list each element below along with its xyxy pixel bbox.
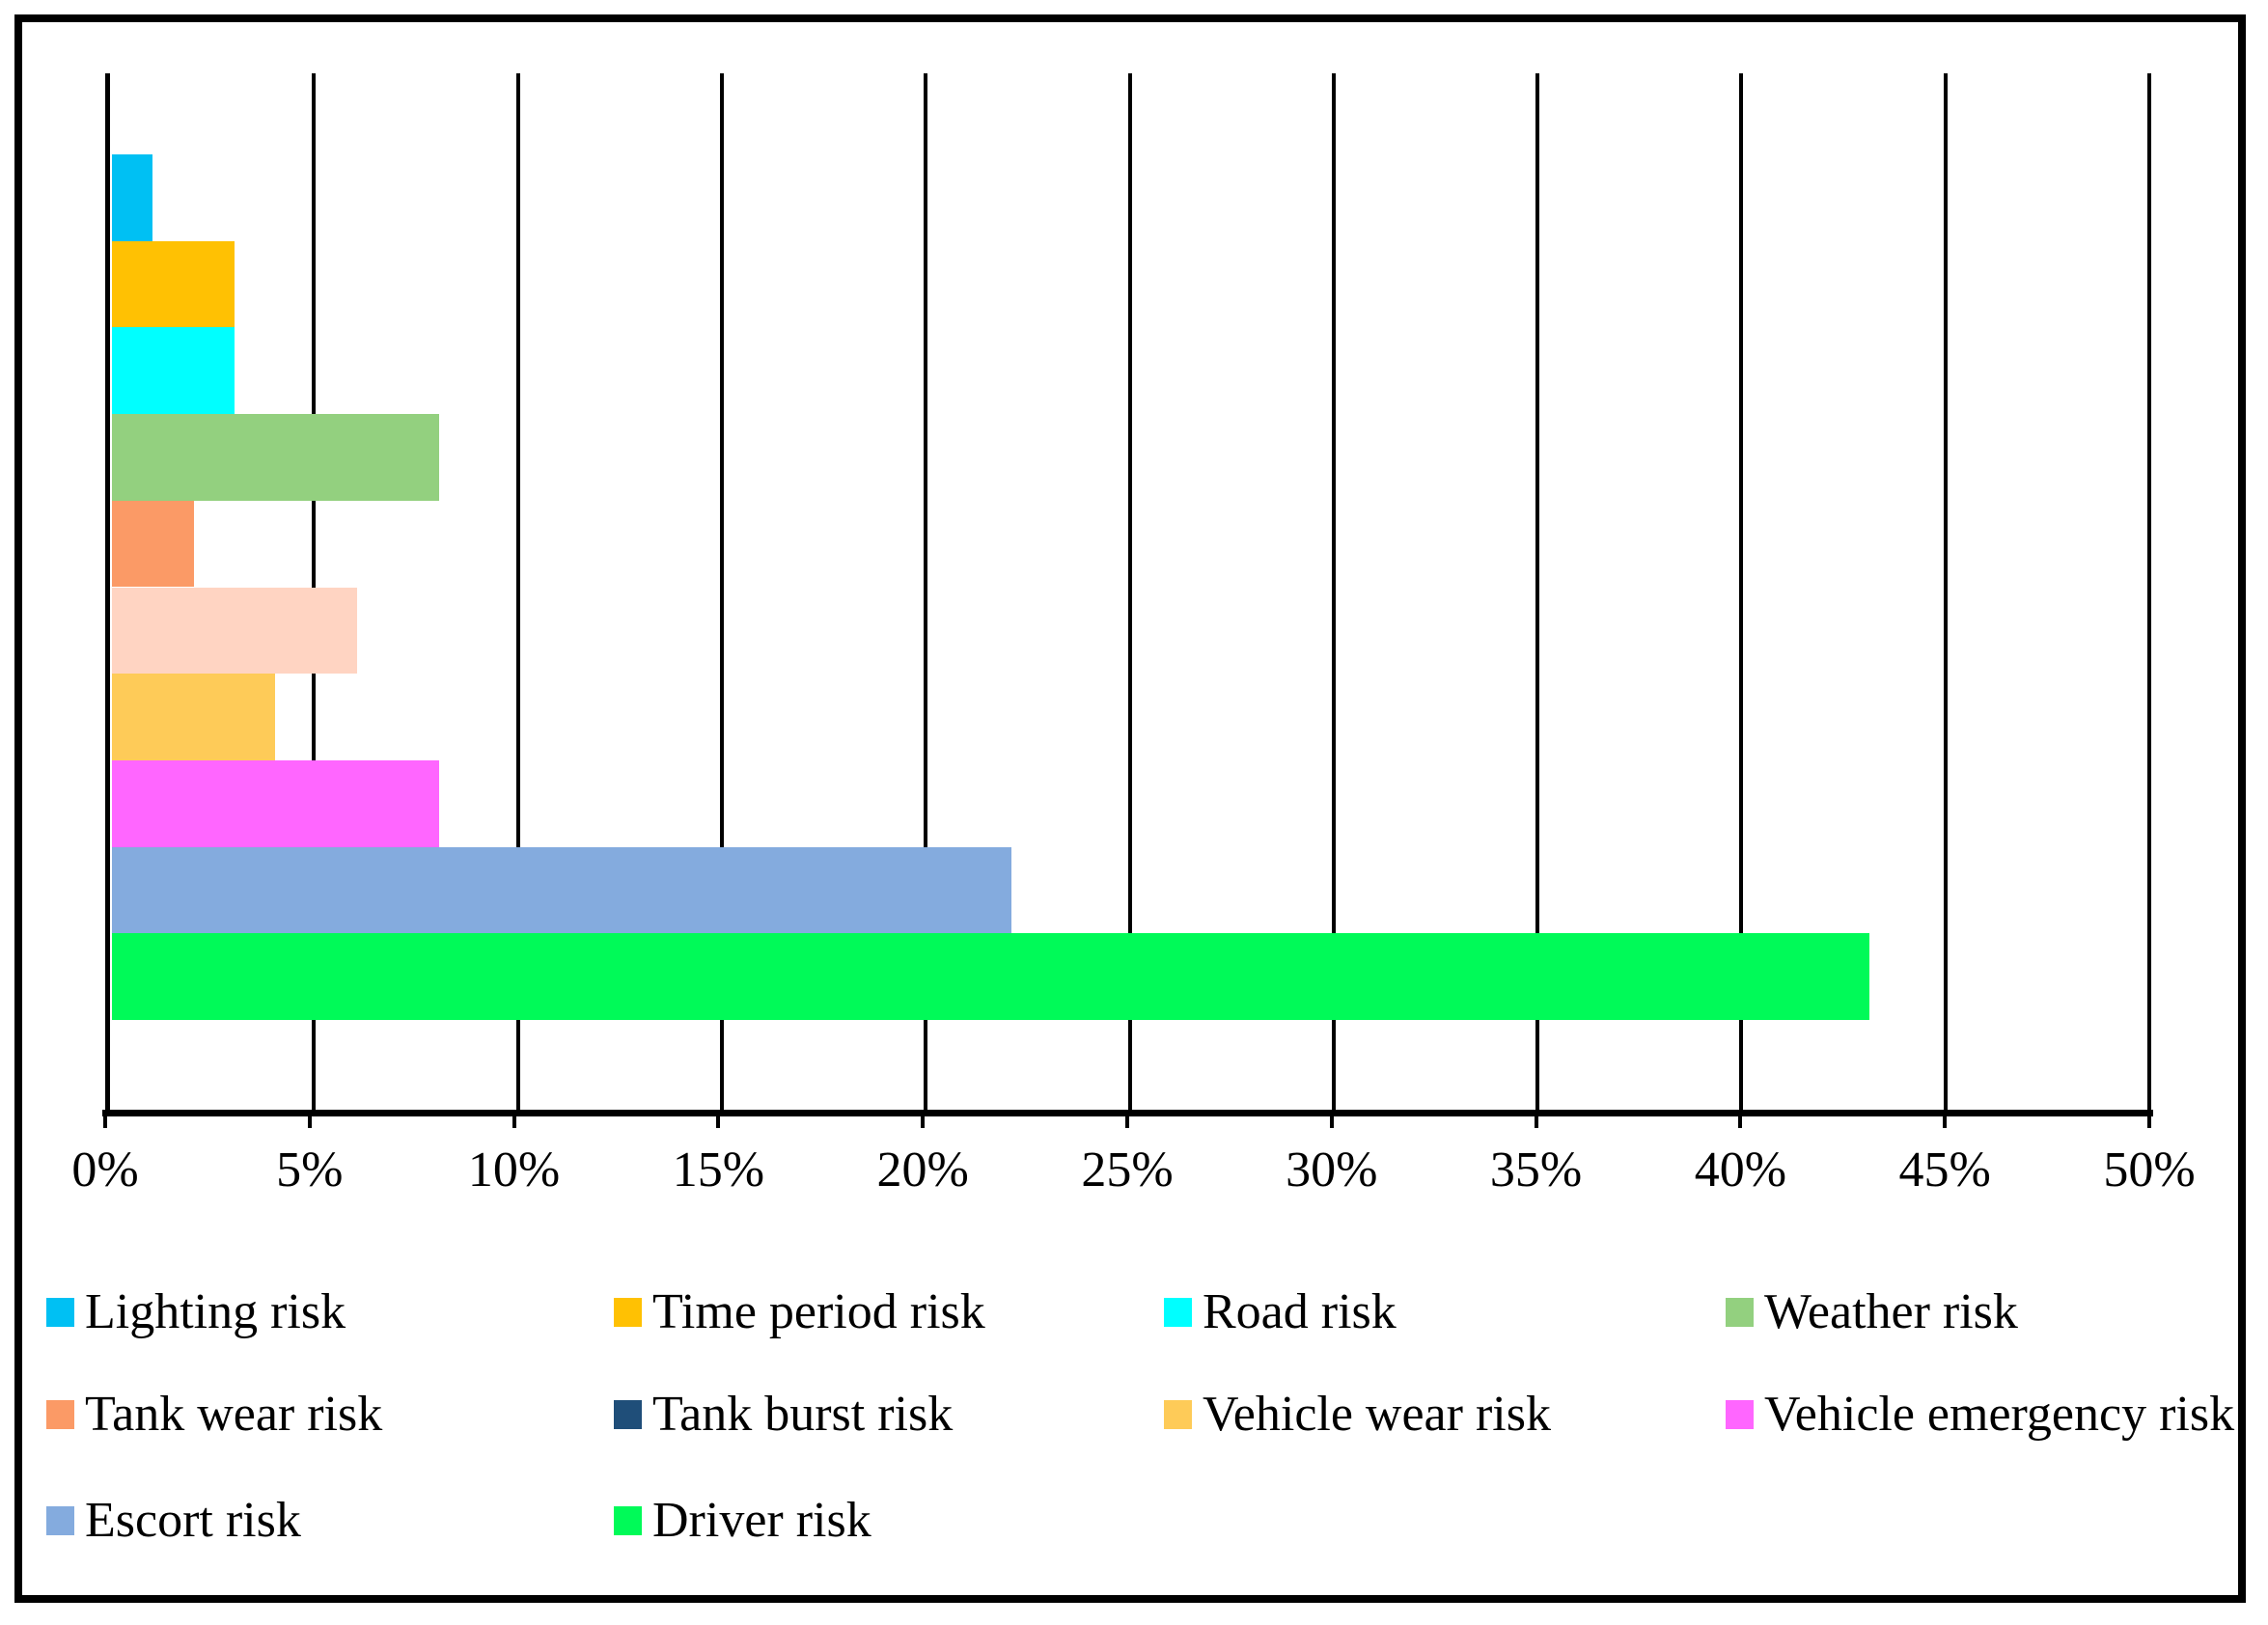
- legend-swatch-lighting-risk: [46, 1298, 74, 1327]
- bar-lighting-risk: [112, 154, 153, 241]
- legend-label-time-period-risk: Time period risk: [652, 1284, 985, 1339]
- gridline-25pct: [1127, 73, 1132, 1110]
- x-axis-tick-0: [103, 1110, 107, 1128]
- plot-area: [105, 73, 2151, 1110]
- bar-time-period-risk: [112, 240, 235, 328]
- bar-weather-risk: [112, 414, 439, 501]
- bar-escort-risk: [112, 846, 1011, 934]
- x-axis-tick-5: [307, 1110, 312, 1128]
- legend-item-lighting-risk: Lighting risk: [46, 1287, 346, 1337]
- x-tick-label-40: 40%: [1694, 1143, 1787, 1198]
- legend-label-vehicle-emergency-risk: Vehicle emergency risk: [1764, 1387, 2235, 1442]
- gridline-20pct: [924, 73, 928, 1110]
- gridline-35pct: [1535, 73, 1540, 1110]
- legend-swatch-vehicle-wear-risk: [1164, 1400, 1192, 1429]
- gridline-50pct: [2147, 73, 2151, 1110]
- legend-swatch-tank-wear-risk: [46, 1400, 74, 1429]
- legend-item-road-risk: Road risk: [1164, 1287, 1397, 1337]
- legend-label-vehicle-wear-risk: Vehicle wear risk: [1203, 1387, 1551, 1442]
- bar-vehicle-emergency-risk: [112, 759, 439, 847]
- bar-road-risk: [112, 327, 235, 415]
- x-tick-label-5: 5%: [276, 1143, 344, 1198]
- gridline-15pct: [719, 73, 724, 1110]
- legend-item-time-period-risk: Time period risk: [614, 1287, 985, 1337]
- legend-label-driver-risk: Driver risk: [652, 1493, 871, 1548]
- legend-swatch-road-risk: [1164, 1298, 1192, 1327]
- legend-swatch-weather-risk: [1726, 1298, 1754, 1327]
- x-tick-label-45: 45%: [1898, 1143, 1991, 1198]
- legend-label-weather-risk: Weather risk: [1764, 1284, 2018, 1339]
- x-axis-tick-15: [716, 1110, 721, 1128]
- x-axis-tick-20: [921, 1110, 926, 1128]
- legend-item-vehicle-wear-risk: Vehicle wear risk: [1164, 1390, 1551, 1440]
- gridline-40pct: [1739, 73, 1744, 1110]
- legend-swatch-tank-burst-risk: [614, 1400, 642, 1429]
- legend-item-driver-risk: Driver risk: [614, 1496, 871, 1546]
- gridline-45pct: [1943, 73, 1948, 1110]
- legend-label-tank-burst-risk: Tank burst risk: [652, 1387, 954, 1442]
- chart-frame: [14, 14, 2246, 1603]
- x-axis-tick-50: [2147, 1110, 2151, 1128]
- x-tick-label-25: 25%: [1081, 1143, 1174, 1198]
- bar-tank-wear-risk: [112, 500, 194, 588]
- x-tick-label-0: 0%: [71, 1143, 139, 1198]
- bar-driver-risk: [112, 933, 1870, 1020]
- x-axis-tick-30: [1329, 1110, 1334, 1128]
- gridline-30pct: [1331, 73, 1336, 1110]
- legend-swatch-time-period-risk: [614, 1298, 642, 1327]
- legend-label-tank-wear-risk: Tank wear risk: [85, 1387, 383, 1442]
- legend-item-tank-wear-risk: Tank wear risk: [46, 1390, 382, 1440]
- x-axis-tick-10: [512, 1110, 516, 1128]
- legend-label-escort-risk: Escort risk: [85, 1493, 301, 1548]
- x-tick-label-10: 10%: [467, 1143, 561, 1198]
- x-tick-label-15: 15%: [672, 1143, 765, 1198]
- x-tick-label-30: 30%: [1286, 1143, 1378, 1198]
- x-axis-tick-40: [1738, 1110, 1743, 1128]
- legend-item-escort-risk: Escort risk: [46, 1496, 301, 1546]
- x-tick-label-35: 35%: [1489, 1143, 1583, 1198]
- x-tick-label-50: 50%: [2103, 1143, 2196, 1198]
- x-axis-tick-45: [1943, 1110, 1948, 1128]
- legend-swatch-escort-risk: [46, 1506, 74, 1535]
- bar-tank-burst-risk: [112, 587, 358, 675]
- legend-swatch-vehicle-emergency-risk: [1726, 1400, 1754, 1429]
- x-tick-label-20: 20%: [876, 1143, 969, 1198]
- bar-vehicle-wear-risk: [112, 674, 276, 760]
- legend-swatch-driver-risk: [614, 1506, 642, 1535]
- legend-label-lighting-risk: Lighting risk: [85, 1284, 346, 1339]
- gridline-10pct: [515, 73, 520, 1110]
- x-axis-tick-35: [1534, 1110, 1538, 1128]
- x-axis-tick-25: [1125, 1110, 1129, 1128]
- legend-item-tank-burst-risk: Tank burst risk: [614, 1390, 953, 1440]
- legend-label-road-risk: Road risk: [1203, 1284, 1397, 1339]
- legend-item-weather-risk: Weather risk: [1726, 1287, 2018, 1337]
- legend-item-vehicle-emergency-risk: Vehicle emergency risk: [1726, 1390, 2234, 1440]
